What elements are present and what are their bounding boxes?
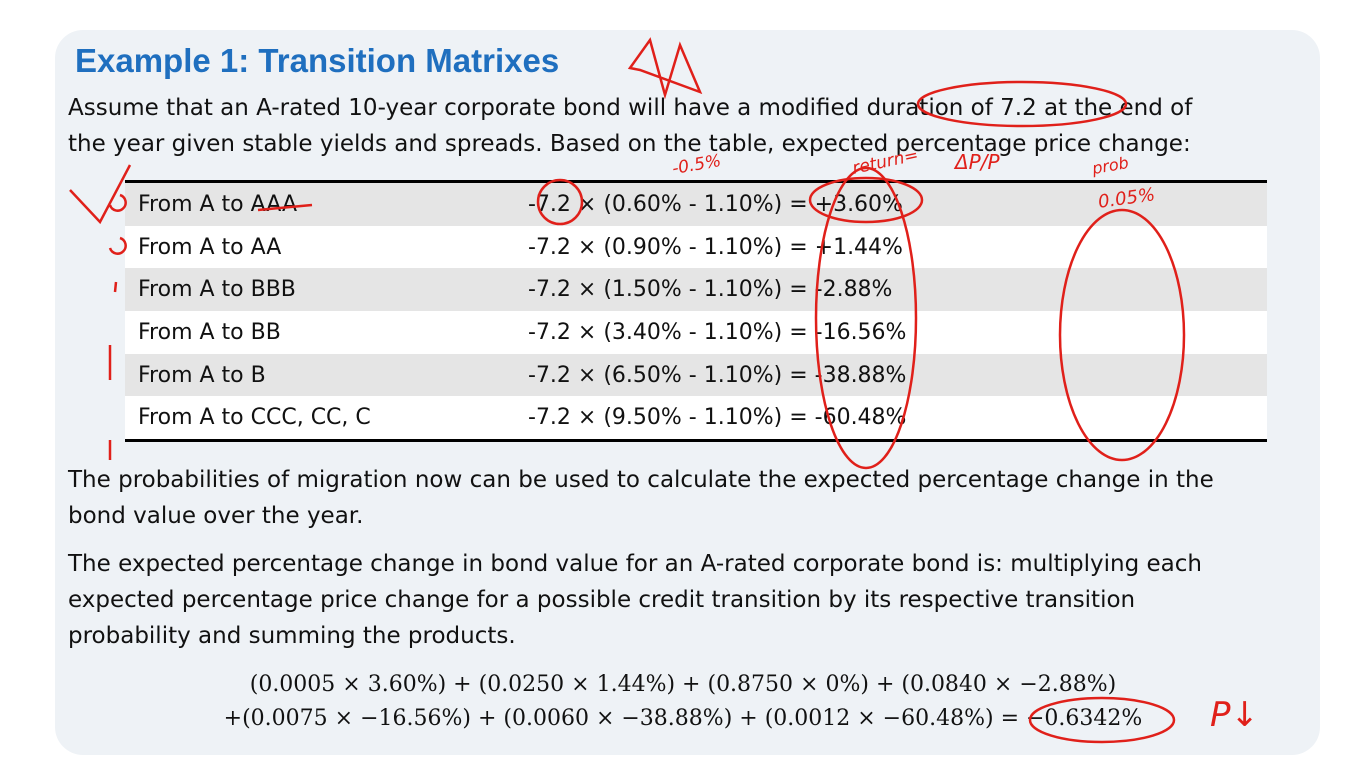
table: From A to AAA -7.2 × (0.60% - 1.10%) = +3… <box>125 180 1267 443</box>
circle <box>814 166 918 470</box>
handwritten-note: P↓ <box>1210 695 1259 735</box>
star-scribble <box>627 37 703 100</box>
para3-lines: probability and summing the products. <box>68 623 516 649</box>
scribble <box>108 193 313 460</box>
table-cell: -7.2 × (9.50% - 1.10%) = -60.48% <box>528 405 907 431</box>
para3-lines: expected percentage price change for a p… <box>68 587 1136 613</box>
circle <box>1058 208 1186 462</box>
formula-lines: (0.0005 × 3.60%) + (0.0250 × 1.44%) + (0… <box>249 672 1117 697</box>
table-cell: From A to CCC, CC, C <box>138 405 371 431</box>
slide-title: Example 1: Transition Matrixes <box>75 42 560 79</box>
circle <box>536 178 584 226</box>
table-cell: From A to BBB <box>138 277 296 303</box>
table-cell: -7.2 × (0.60% - 1.10%) = +3.60% <box>528 192 903 217</box>
table-row: From A to BB -7.2 × (3.40% - 1.10%) = -16… <box>125 311 1267 354</box>
table-cell: -7.2 × (6.50% - 1.10%) = -38.88% <box>528 362 907 388</box>
handwritten-note: ΔP/P <box>955 150 1000 174</box>
table-cell: From A to B <box>138 362 266 388</box>
table-cell: -7.2 × (3.40% - 1.10%) = -16.56% <box>528 320 907 346</box>
table-cell: -7.2 × (0.90% - 1.10%) = +1.44% <box>528 234 903 260</box>
check-mark <box>69 164 132 225</box>
para2-lines: The probabilities of migration now can b… <box>68 467 1214 493</box>
para3-lines: The expected percentage change in bond v… <box>68 551 1202 577</box>
circle <box>916 80 1128 128</box>
table-cell: From A to AA <box>138 234 282 260</box>
formula-lines: +(0.0075 × −16.56%) + (0.0060 × −38.88%)… <box>223 706 1143 731</box>
table-row: From A to B -7.2 × (6.50% - 1.10%) = -38.… <box>125 353 1267 397</box>
table-cell: From A to BB <box>138 320 281 346</box>
para2-lines: bond value over the year. <box>68 503 364 529</box>
table-row: From A to BBB -7.2 × (1.50% - 1.10%) = -2… <box>125 268 1267 312</box>
intro-lines: the year given stable yields and spreads… <box>68 131 1191 157</box>
table-cell: -7.2 × (1.50% - 1.10%) = -2.88% <box>528 277 893 303</box>
circle <box>808 176 924 224</box>
circle <box>1028 696 1176 744</box>
intro-lines: Assume that an A-rated 10-year corporate… <box>68 95 1193 121</box>
table-cell: From A to AAA <box>138 192 297 217</box>
table-row: From A to AAA -7.2 × (0.60% - 1.10%) = +3… <box>125 183 1267 226</box>
